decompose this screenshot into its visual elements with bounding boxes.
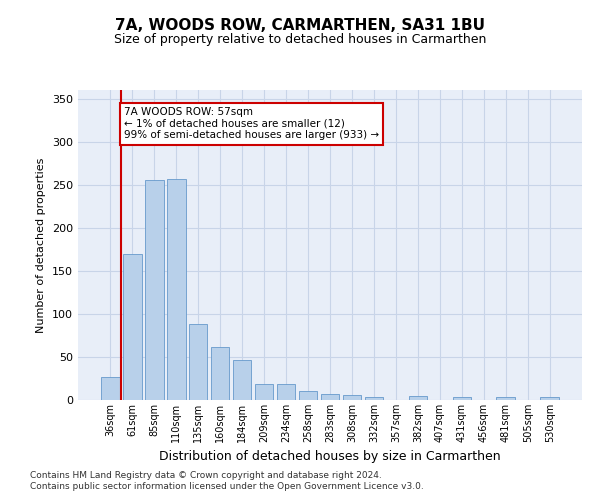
Text: 7A WOODS ROW: 57sqm
← 1% of detached houses are smaller (12)
99% of semi-detache: 7A WOODS ROW: 57sqm ← 1% of detached hou… — [124, 107, 379, 140]
Bar — [299, 392, 317, 400]
Bar — [452, 396, 471, 400]
Text: Contains public sector information licensed under the Open Government Licence v3: Contains public sector information licen… — [30, 482, 424, 491]
Bar — [496, 398, 515, 400]
Text: Size of property relative to detached houses in Carmarthen: Size of property relative to detached ho… — [114, 32, 486, 46]
Bar — [365, 396, 383, 400]
Bar — [409, 396, 427, 400]
Bar — [233, 360, 251, 400]
X-axis label: Distribution of detached houses by size in Carmarthen: Distribution of detached houses by size … — [159, 450, 501, 464]
Bar — [320, 394, 340, 400]
Bar — [277, 384, 295, 400]
Text: 7A, WOODS ROW, CARMARTHEN, SA31 1BU: 7A, WOODS ROW, CARMARTHEN, SA31 1BU — [115, 18, 485, 32]
Bar — [211, 348, 229, 400]
Bar — [541, 398, 559, 400]
Bar — [343, 395, 361, 400]
Y-axis label: Number of detached properties: Number of detached properties — [37, 158, 46, 332]
Bar — [145, 180, 164, 400]
Bar — [255, 384, 274, 400]
Bar — [167, 178, 185, 400]
Bar — [189, 324, 208, 400]
Bar — [123, 254, 142, 400]
Text: Contains HM Land Registry data © Crown copyright and database right 2024.: Contains HM Land Registry data © Crown c… — [30, 471, 382, 480]
Bar — [101, 377, 119, 400]
